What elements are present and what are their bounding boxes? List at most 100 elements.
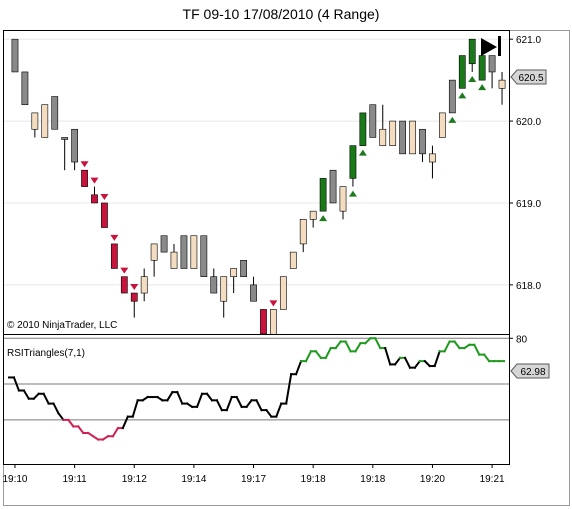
chart-title: TF 09-10 17/08/2010 (4 Range) (183, 6, 380, 22)
time-tick-label: 19:11 (62, 474, 87, 485)
rsi-segment (314, 349, 323, 360)
candle-body (81, 169, 88, 187)
rsi-segment (235, 395, 243, 409)
price-axis: 621.0 620.0 619.0 618.0 (509, 35, 541, 292)
candle-body (260, 309, 267, 335)
rsi-segment (22, 389, 31, 401)
rsi-segment (294, 359, 303, 376)
candle-body (409, 120, 416, 155)
price-tick-label: 618.0 (516, 281, 541, 292)
time-tick-label: 19:14 (181, 474, 206, 485)
time-tick-label: 19:18 (301, 474, 326, 485)
rsi-levels (4, 337, 509, 421)
rsi-value-badge: 62.98 (510, 363, 550, 379)
candle-body (180, 235, 188, 269)
price-tick-label: 619.0 (516, 199, 541, 210)
rsi-segment (255, 398, 263, 412)
rsi-segment (433, 350, 441, 368)
candlestick-series (11, 38, 506, 343)
candle-body (389, 120, 397, 146)
candle-body (101, 202, 108, 228)
down-triangle (130, 284, 139, 291)
candle-body (140, 276, 148, 294)
candle-body (11, 38, 19, 73)
rsi-value-text: 62.98 (520, 367, 545, 378)
down-triangle (80, 161, 89, 168)
rsi-segment (205, 392, 214, 402)
rsi-segment (373, 336, 382, 350)
candle-body (61, 137, 69, 140)
candle-body (359, 112, 367, 146)
rsi-segment (76, 425, 85, 435)
candle-body (120, 276, 128, 294)
rsi-segment (66, 418, 75, 428)
rsi-segment (245, 398, 253, 409)
candle-body (379, 128, 387, 146)
rsi-segment (324, 346, 333, 360)
rsi-segment (275, 402, 283, 418)
last-price-badge: 620.5 (510, 69, 547, 85)
rsi-segment (413, 359, 422, 370)
time-tick-label: 19:17 (241, 474, 266, 485)
indicator-label: RSITriangles(7,1) (7, 348, 85, 359)
up-triangle (348, 190, 357, 197)
price-tick-label: 621.0 (516, 35, 541, 46)
rsi-segment (111, 426, 120, 438)
candle-body (448, 79, 456, 114)
candle-body (240, 259, 247, 277)
up-triangle (468, 75, 477, 82)
time-axis: 19:10 19:11 19:12 19:14 19:17 19:18 19:18 19:20… (2, 464, 505, 485)
candle-body (319, 178, 327, 212)
candle-body (160, 235, 168, 253)
rsi-segment (52, 402, 60, 415)
candle-body (458, 55, 466, 89)
rsi-segment (195, 392, 204, 409)
candle-body (150, 243, 158, 261)
price-tick-label: 620.0 (516, 117, 541, 128)
rsi-segment (403, 356, 412, 370)
up-triangle (458, 92, 467, 99)
candle-body (110, 243, 118, 269)
rsi-tick-label: 80 (516, 334, 528, 345)
candle-body (210, 276, 218, 294)
time-tick-label: 19:12 (122, 474, 147, 485)
rsi-segment (354, 341, 362, 353)
rsi-segment (393, 356, 402, 366)
rsi-segment (121, 415, 130, 430)
candle-body (279, 276, 287, 310)
rsi-segment (264, 408, 273, 419)
candle-body (200, 235, 208, 277)
down-triangle (90, 177, 99, 184)
rsi-segment (215, 398, 224, 412)
up-triangle (319, 215, 328, 222)
candle-body (190, 235, 198, 269)
rsi-segment (131, 399, 139, 418)
candle-body (369, 104, 377, 138)
candle-body (170, 251, 178, 269)
up-triangle (358, 149, 367, 156)
candle-body (349, 145, 357, 179)
candle-body (31, 112, 39, 130)
candle-body (399, 120, 407, 155)
candle-body (289, 251, 297, 269)
candle-body (498, 79, 506, 89)
candle-body (91, 194, 98, 204)
candle-body (339, 186, 347, 212)
last-price-value: 620.5 (518, 73, 543, 84)
rsi-segment (304, 349, 313, 363)
candle-body (220, 276, 228, 302)
rsi-segment (166, 390, 174, 402)
down-triangle (269, 300, 278, 307)
candle-body (230, 268, 238, 277)
candle-body (329, 169, 337, 204)
candle-body (439, 112, 446, 138)
candle-body (468, 38, 476, 65)
time-tick-label: 19:18 (360, 474, 385, 485)
candle-body (51, 96, 59, 130)
rsi-segment (383, 346, 392, 366)
candle-body (71, 128, 78, 163)
rsi-segment (482, 353, 491, 363)
rsi-line (8, 336, 505, 441)
candle-body (419, 128, 426, 155)
candle-body (429, 153, 436, 163)
